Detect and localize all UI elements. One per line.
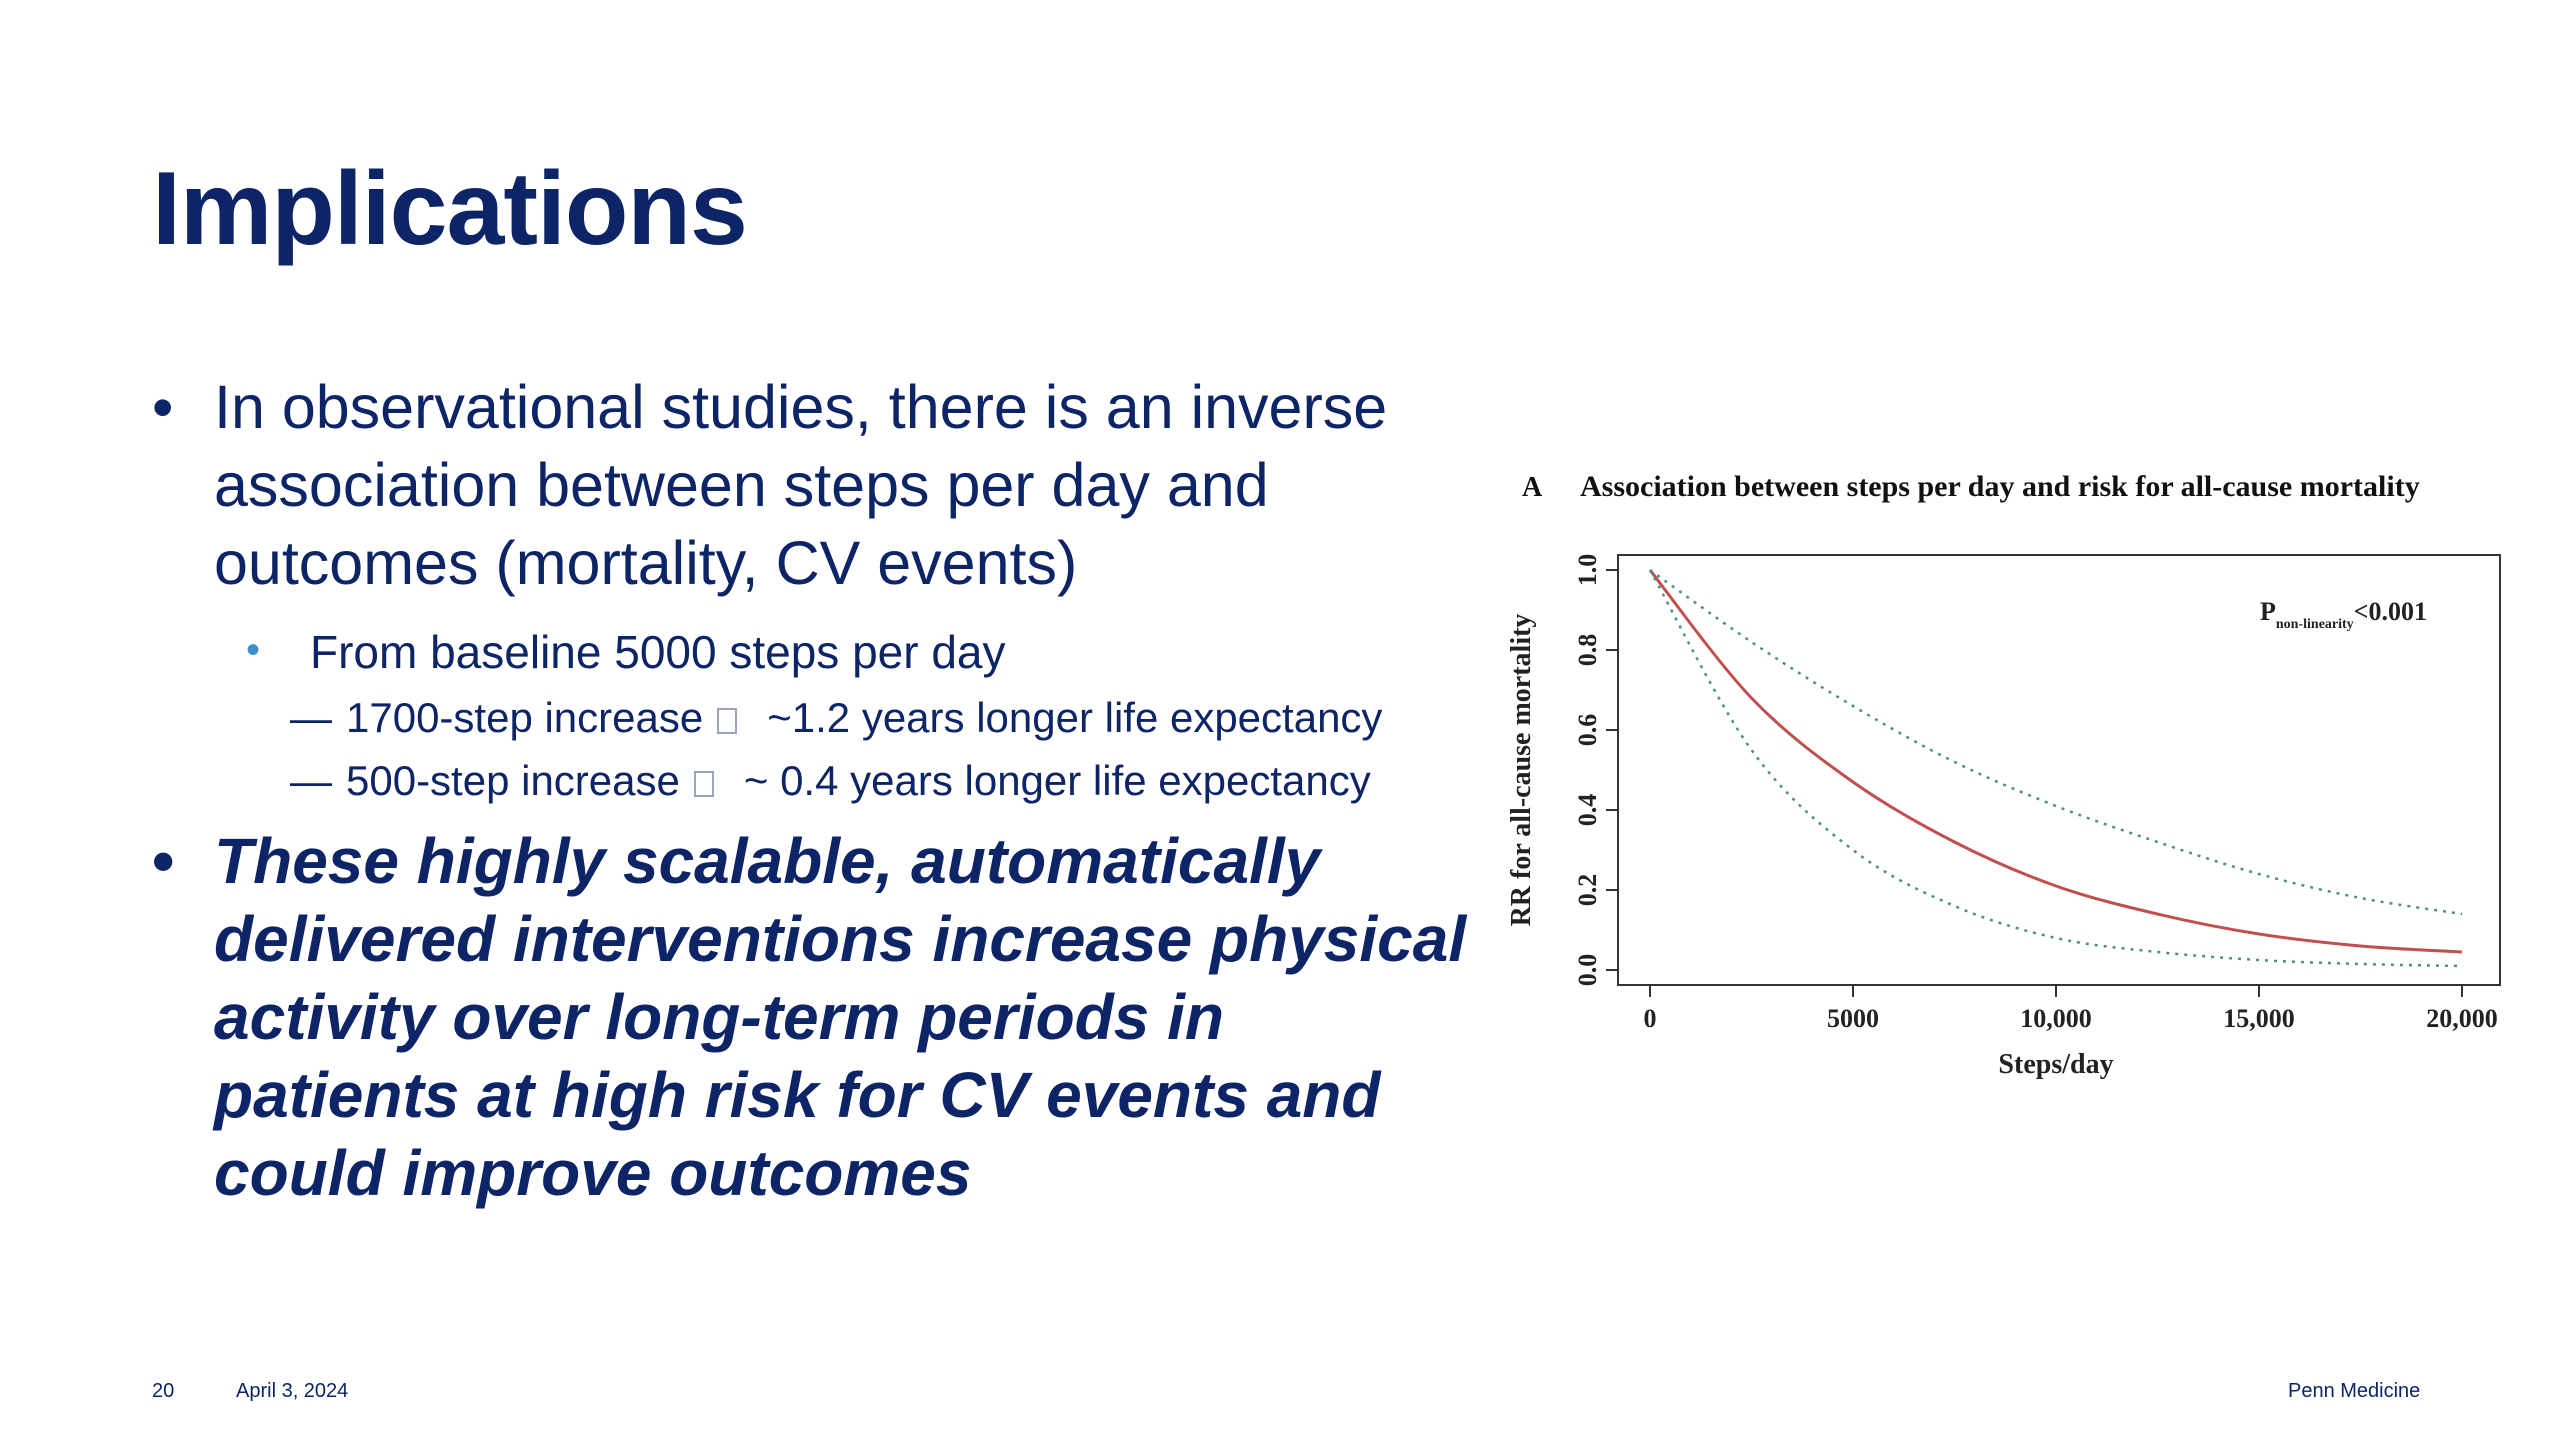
dash-item-500: — 500-step increase ~ 0.4 years longer lif… <box>290 755 1371 807</box>
sub-bullet-marker: • <box>246 628 261 672</box>
dash-right-text: ~1.2 years longer life expectancy <box>767 694 1383 741</box>
x-tick-label: 15,000 <box>2223 1004 2295 1033</box>
rr-estimate-line <box>1648 569 2463 954</box>
dash-right-text: ~ 0.4 years longer life expectancy <box>743 757 1371 804</box>
bullet-interventions: • These highly scalable, automatically d… <box>152 822 1482 1212</box>
arrow-placeholder-icon <box>693 771 714 797</box>
x-tick-label: 0 <box>1644 1004 1657 1033</box>
dash-left-text: 500-step increase <box>346 757 680 804</box>
dash-left-text: 1700-step increase <box>346 694 704 741</box>
confidence-bound-line <box>1649 568 2463 916</box>
bullet-marker: • <box>152 373 174 441</box>
y-tick-label: 0.6 <box>1573 714 1602 747</box>
x-tick-label: 10,000 <box>2020 1004 2092 1033</box>
confidence-bound-line <box>1648 569 2463 968</box>
chart-title: Association between steps per day and ri… <box>1580 470 2420 503</box>
bullet-marker: • <box>152 825 175 897</box>
slide-title: Implications <box>152 151 748 267</box>
x-axis-label: Steps/day <box>1998 1049 2113 1080</box>
mortality-chart: A Association between steps per day and r… <box>1506 470 2501 1080</box>
y-tick-label: 0.2 <box>1573 874 1602 907</box>
footer-date: April 3, 2024 <box>236 1380 349 1402</box>
footer-org: Penn Medicine <box>2288 1380 2421 1402</box>
sub-bullet-text: From baseline 5000 steps per day <box>310 626 1006 678</box>
dash-marker: — <box>290 694 332 741</box>
page-number: 20 <box>152 1380 175 1402</box>
chart-panel-label: A <box>1522 472 1543 503</box>
bullet-text: These highly scalable, automatically del… <box>214 825 1467 1209</box>
y-tick-label: 0.4 <box>1573 794 1602 827</box>
bullet-text: In observational studies, there is an in… <box>214 373 1388 597</box>
arrow-placeholder-icon <box>717 708 738 734</box>
bullet-observational: • In observational studies, there is an … <box>152 368 1452 602</box>
dash-item-1700: — 1700-step increase ~1.2 years longer lif… <box>290 692 1382 744</box>
dash-marker: — <box>290 757 332 804</box>
plot-frame <box>1617 554 2501 986</box>
p-value-annotation: Pnon-linearity<0.001 <box>2260 597 2427 632</box>
x-tick-label: 20,000 <box>2426 1004 2498 1033</box>
y-tick-label: 1.0 <box>1573 554 1602 587</box>
sub-bullet-baseline: • From baseline 5000 steps per day <box>246 624 1006 680</box>
y-tick-label: 0.0 <box>1573 954 1602 987</box>
y-tick-label: 0.8 <box>1573 634 1602 667</box>
y-axis-label: RR for all-cause mortality <box>1506 614 1537 927</box>
x-tick-label: 5000 <box>1827 1004 1879 1033</box>
